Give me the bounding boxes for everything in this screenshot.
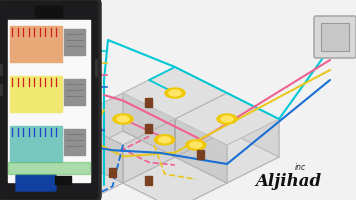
Ellipse shape [56,137,76,147]
FancyBboxPatch shape [0,0,100,200]
Ellipse shape [217,114,237,124]
Bar [145,124,152,133]
Ellipse shape [113,114,133,124]
Polygon shape [0,119,71,200]
Bar [0,84,3,96]
Polygon shape [19,93,71,157]
Ellipse shape [159,137,171,143]
Polygon shape [19,119,71,183]
Polygon shape [175,119,279,200]
FancyBboxPatch shape [16,175,56,191]
Polygon shape [175,93,227,157]
Bar [31,171,38,180]
Polygon shape [123,67,227,119]
Polygon shape [0,119,19,183]
Bar [57,142,64,151]
Bar [93,124,100,133]
Bar [10,126,62,162]
Ellipse shape [117,116,129,122]
Polygon shape [123,157,227,200]
Polygon shape [123,105,227,157]
Polygon shape [123,93,175,157]
Ellipse shape [60,139,72,145]
Bar [64,129,85,155]
Ellipse shape [190,142,202,148]
Polygon shape [71,119,123,183]
Bar [10,26,62,62]
Polygon shape [175,119,227,183]
Polygon shape [19,157,123,200]
Bar [109,168,116,177]
Polygon shape [123,119,175,183]
Polygon shape [175,131,279,183]
Bar [321,23,349,51]
Bar [197,150,204,159]
Bar [64,29,85,55]
Polygon shape [71,67,175,157]
Ellipse shape [165,88,185,98]
Bar [64,79,85,105]
Polygon shape [0,93,19,157]
Polygon shape [175,93,279,145]
Ellipse shape [13,116,25,122]
Text: Aljihad: Aljihad [255,172,321,190]
Ellipse shape [221,116,233,122]
Polygon shape [0,131,71,183]
FancyBboxPatch shape [36,6,63,18]
Bar [93,150,100,159]
Polygon shape [71,119,175,200]
Bar [145,176,152,185]
Polygon shape [19,93,71,157]
Bar [67,189,74,198]
Ellipse shape [155,135,174,145]
Ellipse shape [169,90,181,96]
Polygon shape [123,145,175,200]
Ellipse shape [9,114,29,124]
Bar [55,176,71,184]
Bar [0,64,3,76]
Bar [145,98,152,107]
Bar [8,20,90,182]
Bar [95,59,98,77]
FancyBboxPatch shape [314,16,356,58]
Ellipse shape [186,140,206,150]
Text: inc: inc [294,162,305,171]
Bar [10,76,62,112]
Polygon shape [71,131,175,183]
Bar [8,162,90,174]
Polygon shape [175,145,227,200]
